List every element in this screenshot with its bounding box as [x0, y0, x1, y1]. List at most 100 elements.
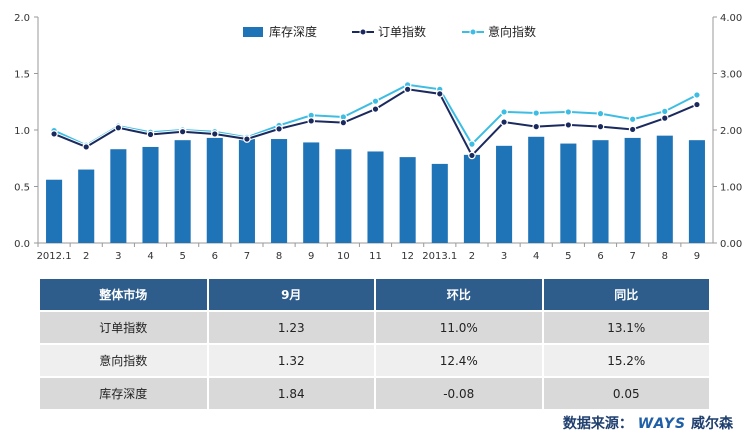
x-tick-label: 4 — [147, 251, 153, 262]
brand-cn: 威尔森 — [691, 416, 733, 432]
bar-inventory-depth — [110, 149, 127, 243]
series-point — [628, 115, 637, 124]
summary-table: 整体市场 9月 环比 同比 订单指数 1.23 11.0% 13.1% 意向指数… — [40, 279, 711, 411]
series-point — [114, 123, 123, 132]
x-tick-label: 5 — [565, 251, 571, 262]
bar-inventory-depth — [656, 135, 673, 243]
series-point — [210, 130, 219, 138]
data-source: 数据来源： WAYS 威尔森 — [563, 413, 733, 433]
bar-inventory-depth — [528, 136, 545, 243]
x-tick-label: 3 — [115, 251, 121, 262]
bar-inventory-depth — [431, 163, 448, 243]
bar-inventory-depth — [335, 149, 352, 243]
bar-inventory-depth — [206, 137, 223, 243]
header-month: 9月 — [207, 279, 376, 312]
series-point — [532, 122, 541, 131]
y-right-tick-label: 2.00 — [720, 126, 742, 137]
series-point — [468, 140, 476, 148]
bar-inventory-depth — [174, 140, 191, 243]
series-point — [403, 85, 412, 94]
series-point — [660, 114, 669, 122]
series-point — [532, 109, 541, 117]
x-tick-label: 11 — [369, 251, 382, 262]
cell-yoy: 13.1% — [542, 311, 711, 345]
series-point — [693, 100, 701, 109]
series-point — [82, 143, 91, 151]
x-tick-label: 7 — [629, 251, 635, 262]
cell-value: 1.84 — [207, 377, 376, 411]
legend-label: 意向指数 — [488, 24, 536, 39]
bar-inventory-depth — [592, 140, 609, 243]
series-point — [50, 130, 58, 138]
bar-inventory-depth — [688, 140, 705, 243]
series-point — [275, 125, 283, 133]
series-point — [596, 109, 605, 118]
legend-swatch-point — [469, 28, 477, 36]
series-point — [307, 117, 316, 125]
bar-inventory-depth — [367, 151, 384, 243]
x-tick-label: 9 — [694, 251, 700, 262]
bar-inventory-depth — [78, 169, 95, 243]
cell-metric: 库存深度 — [40, 377, 209, 411]
x-tick-label: 8 — [662, 251, 668, 262]
series-point — [371, 97, 380, 105]
series-point — [435, 90, 444, 98]
y-left-tick-label: 0.0 — [14, 239, 30, 250]
bar-inventory-depth — [271, 139, 288, 243]
table-header-row: 整体市场 9月 环比 同比 — [40, 279, 711, 312]
x-tick-label: 6 — [597, 251, 603, 262]
brand-logo-text: WAYS — [637, 416, 687, 432]
legend-label: 库存深度 — [269, 24, 317, 39]
y-left-tick-label: 1.5 — [14, 70, 30, 81]
x-tick-label: 2 — [469, 251, 475, 262]
cell-metric: 意向指数 — [40, 344, 209, 378]
bar-inventory-depth — [46, 179, 63, 243]
combo-chart: 0.0 0.5 1.0 1.5 2.0 0.00 1.00 2.00 3.00 4.00 2012.… — [14, 13, 742, 262]
x-tick-label: 5 — [179, 251, 185, 262]
legend-label: 订单指数 — [378, 24, 426, 39]
cell-mom: 11.0% — [375, 311, 544, 345]
cell-mom: 12.4% — [375, 344, 544, 378]
series-point — [371, 105, 380, 113]
table-row: 意向指数 1.32 12.4% 15.2% — [40, 344, 711, 378]
x-tick-label: 7 — [244, 251, 250, 262]
series-point — [500, 108, 508, 116]
x-tick-label: 2 — [83, 251, 89, 262]
y-left-tick-label: 0.5 — [14, 183, 30, 194]
bar-inventory-depth — [399, 157, 416, 243]
x-tick-label: 2013.1 — [422, 251, 457, 262]
header-yoy: 同比 — [542, 279, 711, 312]
bar-inventory-depth — [142, 146, 159, 243]
cell-yoy: 15.2% — [542, 344, 711, 378]
x-tick-label: 4 — [533, 251, 539, 262]
y-right-tick-label: 0.00 — [720, 239, 742, 250]
legend-swatch-point — [359, 28, 367, 36]
y-right-tick-label: 3.00 — [720, 70, 742, 81]
header-mom: 环比 — [375, 279, 544, 312]
cell-value: 1.23 — [207, 311, 376, 345]
x-tick-label: 10 — [337, 251, 350, 262]
series-point — [628, 125, 637, 134]
header-market: 整体市场 — [40, 279, 209, 312]
bar-inventory-depth — [463, 154, 480, 243]
bar-inventory-depth — [496, 145, 513, 243]
series-point — [468, 151, 476, 160]
bar-inventory-depth — [560, 143, 577, 243]
table-row: 库存深度 1.84 -0.08 0.05 — [40, 377, 711, 411]
x-tick-label: 2012.1 — [37, 251, 72, 262]
source-label: 数据来源： — [562, 416, 633, 432]
series-point — [596, 122, 605, 131]
y-right-tick-label: 1.00 — [720, 183, 742, 194]
series-point — [564, 108, 573, 116]
cell-mom: -0.08 — [375, 377, 544, 411]
y-left-tick-label: 1.0 — [14, 126, 30, 137]
x-tick-label: 9 — [308, 251, 314, 262]
legend-swatch-bar — [243, 27, 263, 37]
series-point — [660, 107, 669, 116]
series-point — [146, 130, 155, 139]
series-point — [178, 127, 187, 136]
cell-value: 1.32 — [207, 344, 376, 378]
series-point — [500, 118, 508, 126]
series-point — [243, 135, 251, 143]
table-row: 订单指数 1.23 11.0% 13.1% — [40, 311, 711, 345]
